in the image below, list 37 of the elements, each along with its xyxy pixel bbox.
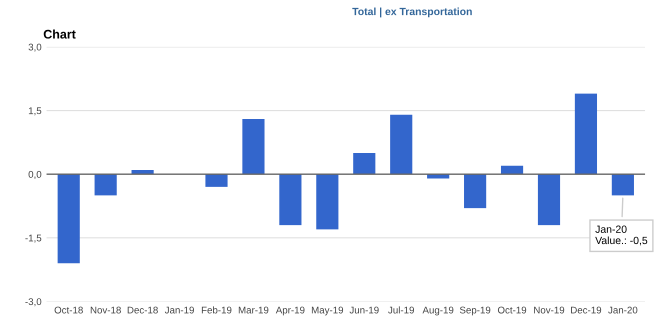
x-tick-label: Jan-19 [164, 306, 194, 314]
x-tick-label: Mar-19 [238, 306, 268, 314]
bar [612, 174, 634, 196]
x-tick-label: Oct-19 [498, 306, 526, 314]
bar [538, 174, 560, 226]
bar [279, 174, 302, 226]
x-tick-label: May-19 [312, 306, 344, 316]
annotation: Jan-20 Value.: -0,5 [595, 226, 648, 246]
y-tick-label: 1,5 [28, 107, 42, 116]
x-tick-label: Feb-19 [202, 306, 232, 314]
x-tick-label: Aug-19 [422, 306, 454, 316]
bar [464, 174, 486, 208]
bar [500, 166, 524, 174]
bar [353, 152, 376, 174]
y-tick-label: 3,0 [28, 44, 42, 52]
bar [205, 174, 228, 187]
chart-title: Chart [44, 29, 76, 39]
y-tick-label: 0,0 [28, 170, 42, 179]
y-tick-label: -1,5 [25, 234, 42, 243]
x-tick-label: Sep-19 [460, 306, 490, 316]
x-tick-label: Apr-19 [276, 306, 305, 316]
x-tick-label: Nov-19 [534, 306, 564, 314]
bar [316, 174, 338, 230]
x-tick-label: Oct-18 [54, 306, 83, 314]
y-tick-label: -3,0 [25, 298, 42, 306]
x-tick-label: Dec-19 [571, 306, 602, 314]
bar [390, 114, 412, 174]
bar [574, 94, 598, 174]
bar [242, 119, 265, 174]
x-tick-label: Dec-18 [128, 306, 158, 314]
x-tick-label: Jul-19 [388, 306, 414, 314]
bar [58, 174, 80, 264]
bar [94, 174, 117, 196]
x-tick-label: Jun-19 [350, 306, 379, 314]
x-tick-label: Nov-18 [90, 306, 121, 314]
x-tick-label: Jan-20 [608, 306, 638, 314]
text: Total | ex Transportation [352, 8, 472, 18]
